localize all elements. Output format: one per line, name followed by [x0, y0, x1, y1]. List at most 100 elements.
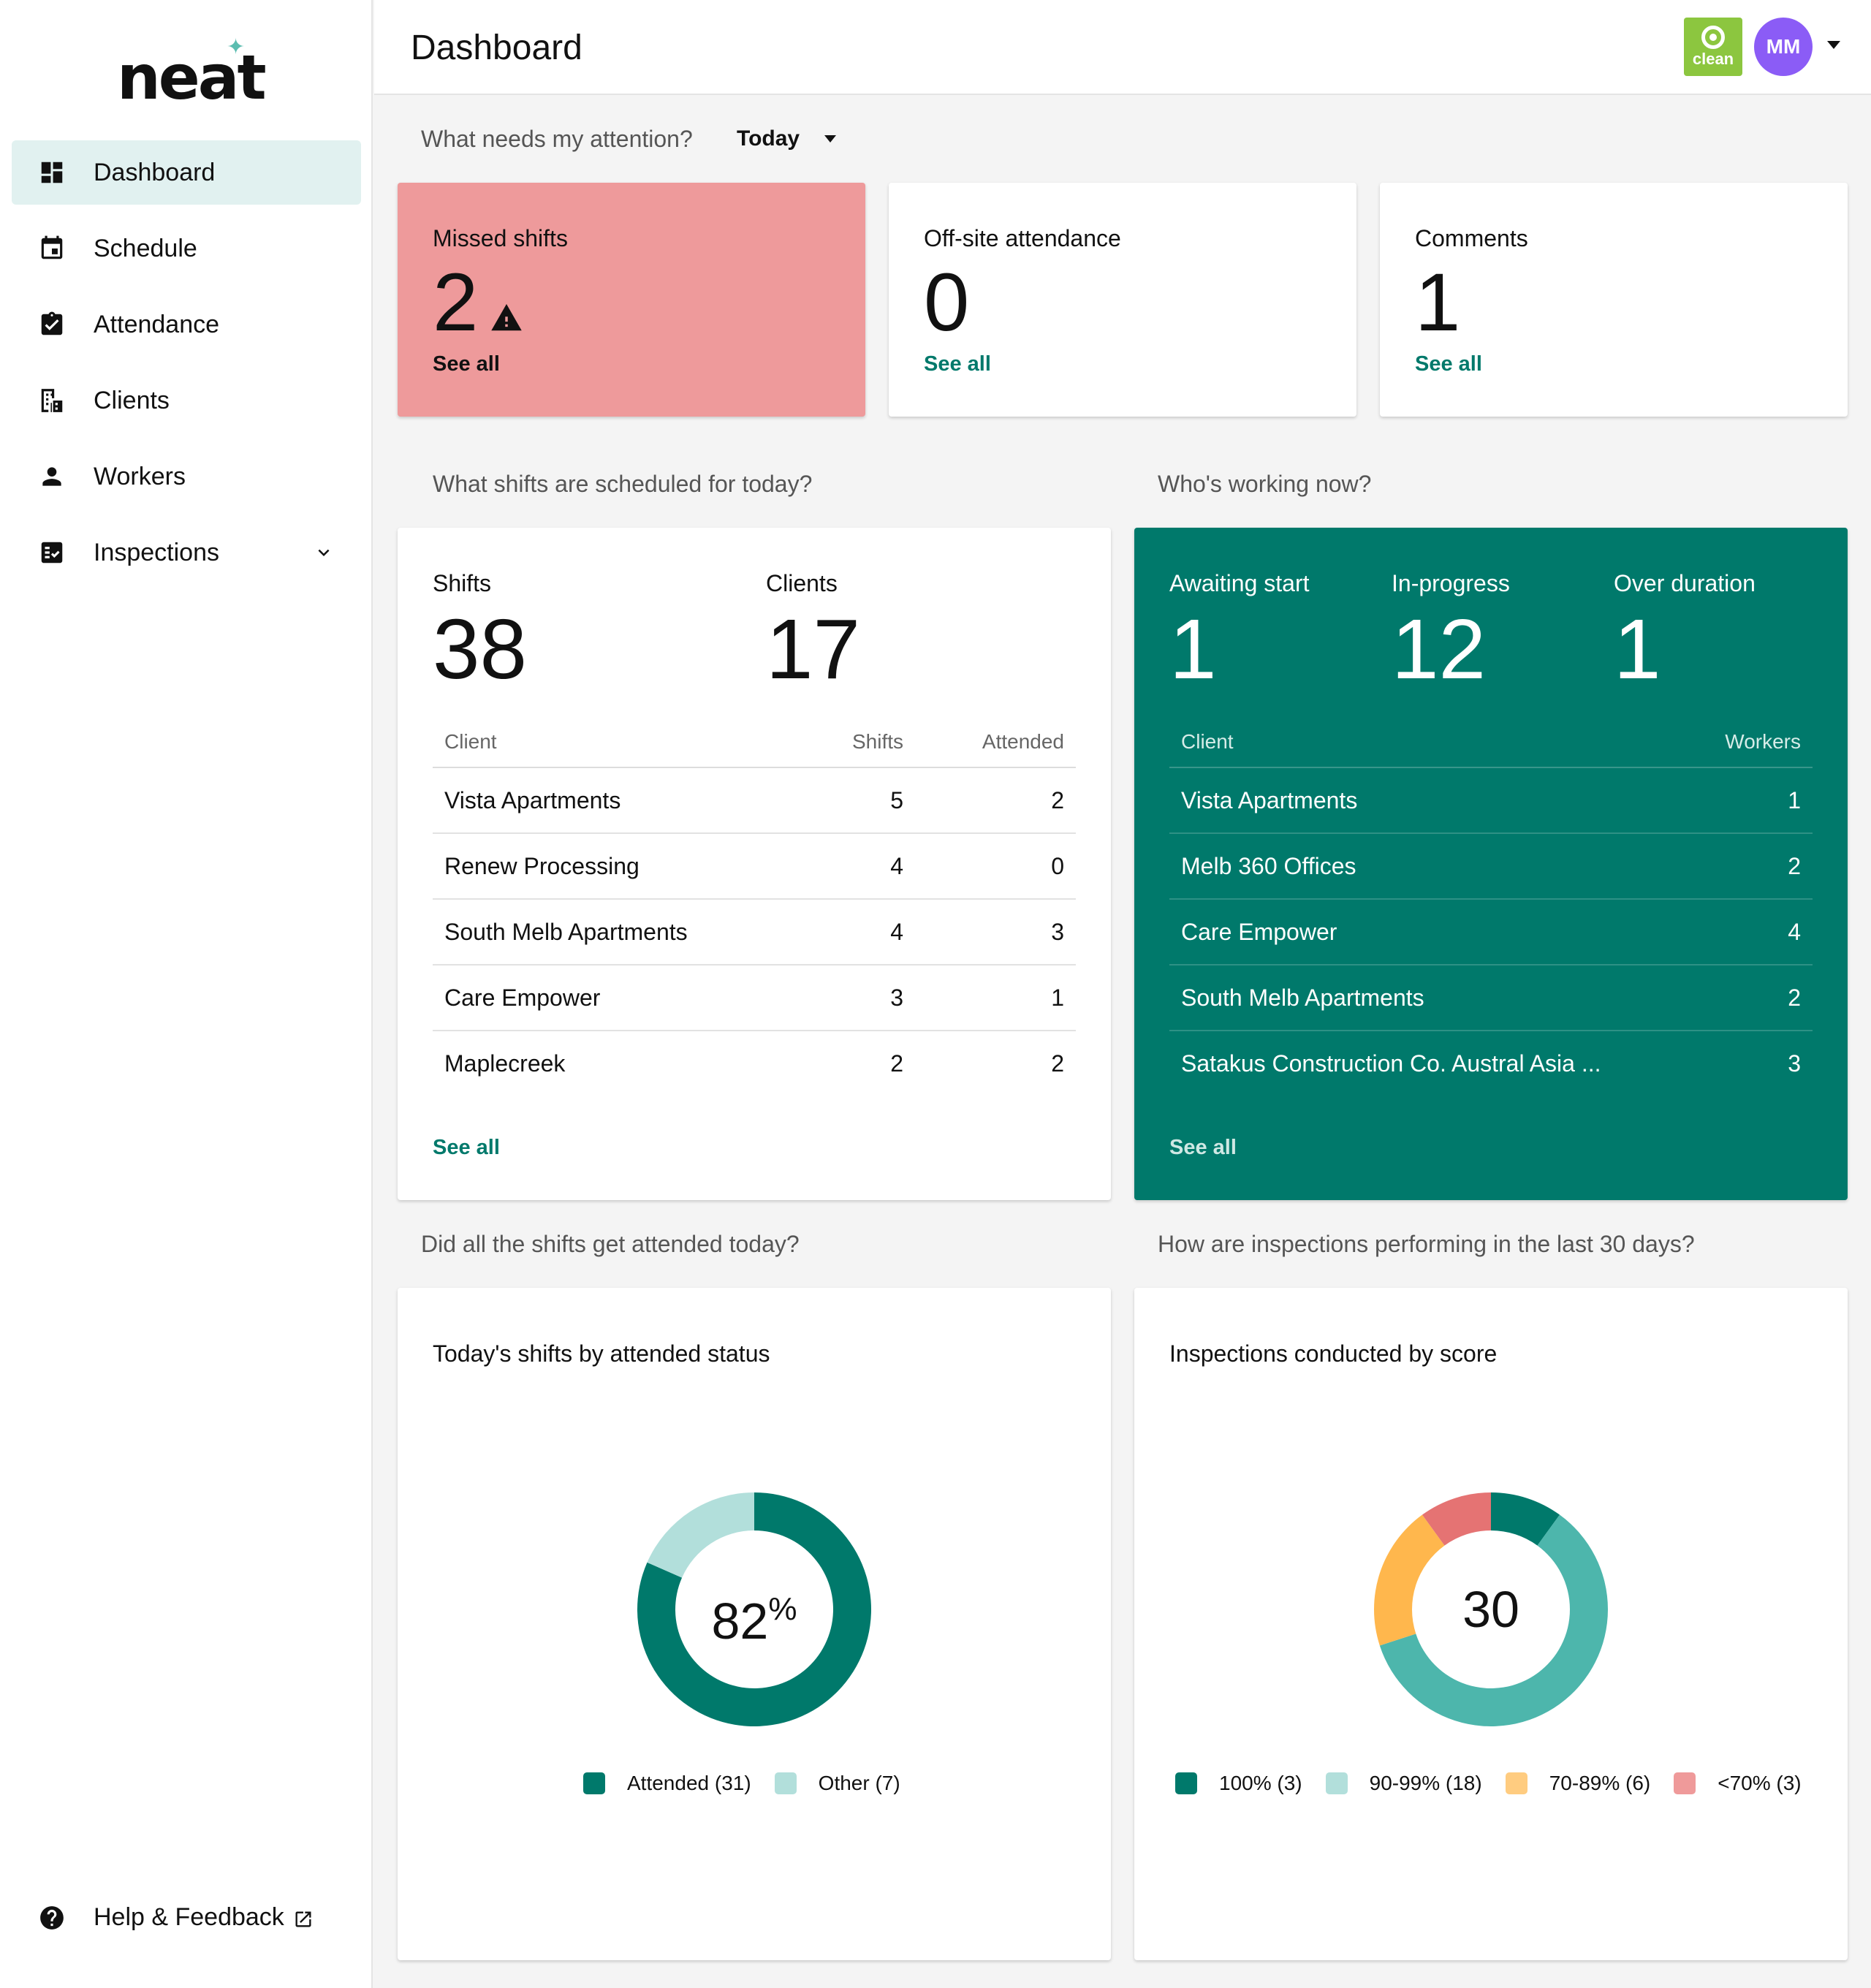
client-cell: Care Empower — [1169, 899, 1666, 965]
card-title: Comments — [1415, 225, 1528, 251]
percent-value: 82 — [711, 1593, 769, 1650]
shifts-cell: 5 — [813, 767, 915, 834]
kpi-label: Awaiting start — [1169, 570, 1310, 596]
neat-logo[interactable]: neat ✦ — [117, 35, 267, 109]
company-logo[interactable]: clean — [1684, 18, 1742, 76]
target-icon — [1701, 26, 1725, 49]
scheduled-shifts-card: Shifts 38 Clients 17 Client Shifts Atten… — [398, 528, 1111, 1200]
sidebar-item-label: Schedule — [94, 234, 197, 262]
legend-item-90-99[interactable]: 90-99% (18) — [1325, 1770, 1482, 1797]
workers-cell: 1 — [1666, 767, 1813, 834]
legend-label: <70% (3) — [1718, 1772, 1802, 1794]
column-header-workers: Workers — [1666, 716, 1813, 768]
date-filter-value: Today — [737, 126, 800, 151]
clients-kpi: Clients 17 — [766, 569, 860, 693]
page-title: Dashboard — [411, 29, 582, 67]
shifts-cell: 4 — [813, 899, 915, 965]
sidebar-item-label: Clients — [94, 386, 170, 414]
legend-item-100[interactable]: 100% (3) — [1175, 1770, 1302, 1797]
inspections-donut-chart — [1374, 1492, 1608, 1726]
attended-cell: 1 — [915, 965, 1076, 1031]
shifts-cell: 2 — [890, 1050, 903, 1077]
donut-slice-100-[interactable] — [1491, 1492, 1560, 1546]
calendar-icon — [38, 235, 66, 262]
legend-item-other[interactable]: Other (7) — [774, 1770, 900, 1797]
date-filter-dropdown[interactable]: Today — [737, 124, 837, 153]
donut-center-value: 30 — [1462, 1581, 1519, 1638]
caret-down-icon[interactable] — [1827, 41, 1840, 49]
sidebar-item-schedule[interactable]: Schedule — [12, 216, 361, 281]
donut-center-value: 82% — [659, 1580, 849, 1650]
legend-swatch — [1175, 1772, 1197, 1794]
in-progress-kpi: In-progress 12 — [1392, 569, 1510, 693]
legend-label: Attended (31) — [627, 1772, 751, 1794]
sidebar-item-workers[interactable]: Workers — [12, 444, 361, 509]
help-feedback-link[interactable]: Help & Feedback — [38, 1903, 314, 1932]
see-all-link[interactable]: See all — [433, 1136, 500, 1159]
person-icon — [38, 463, 66, 490]
table-row[interactable]: Vista Apartments 5 2 — [433, 767, 1076, 834]
workers-cell: 2 — [1666, 965, 1813, 1031]
sidebar-item-inspections[interactable]: Inspections — [12, 520, 361, 585]
see-all-link[interactable]: See all — [1415, 352, 1482, 376]
see-all-link[interactable]: See all — [433, 352, 500, 376]
donut-slice-90-99-[interactable] — [1379, 1514, 1608, 1726]
card-value: 0 — [924, 257, 970, 348]
percent-unit: % — [768, 1591, 797, 1627]
top-bar: Dashboard clean MM — [374, 0, 1871, 95]
sidebar-item-dashboard[interactable]: Dashboard — [12, 140, 361, 205]
legend-swatch — [774, 1772, 797, 1794]
table-header-row: Client Workers — [1169, 716, 1813, 768]
table-row[interactable]: Maplecreek 2 2 — [433, 1031, 1076, 1096]
table-row[interactable]: Vista Apartments 1 — [1169, 767, 1813, 834]
sparkle-icon: ✦ — [227, 35, 246, 59]
external-link-icon — [293, 1908, 314, 1928]
shifts-kpi: Shifts 38 — [433, 569, 527, 693]
column-header-shifts: Shifts — [813, 716, 915, 768]
workers-cell: 4 — [1666, 899, 1813, 965]
card-title: Off-site attendance — [924, 225, 1121, 251]
logo-wordmark: neat — [117, 42, 267, 113]
offsite-attendance-card[interactable]: Off-site attendance 0 See all — [889, 183, 1356, 417]
donut-slice--70-[interactable] — [1422, 1492, 1491, 1546]
donut-slice-70-89-[interactable] — [1374, 1514, 1445, 1646]
help-icon — [38, 1904, 66, 1932]
chart-title: Inspections conducted by score — [1169, 1340, 1498, 1367]
client-cell: Care Empower — [433, 965, 813, 1031]
legend-item-attended[interactable]: Attended (31) — [583, 1770, 751, 1797]
kpi-value: 12 — [1392, 602, 1487, 697]
table-row[interactable]: Melb 360 Offices 2 — [1169, 833, 1813, 900]
client-cell: Maplecreek — [444, 1050, 566, 1077]
scheduled-table: Client Shifts Attended Vista Apartments … — [433, 716, 1076, 1096]
working-question: Who's working now? — [1158, 471, 1372, 497]
shifts-cell: 3 — [813, 965, 915, 1031]
chevron-down-icon[interactable] — [313, 542, 335, 564]
legend-swatch — [1674, 1772, 1696, 1794]
avatar[interactable]: MM — [1754, 18, 1813, 76]
legend-item-70-89[interactable]: 70-89% (6) — [1505, 1770, 1650, 1797]
comments-card[interactable]: Comments 1 See all — [1380, 183, 1848, 417]
table-row[interactable]: Care Empower 3 1 — [433, 965, 1076, 1031]
sidebar-item-clients[interactable]: Clients — [12, 368, 361, 433]
card-title: Missed shifts — [433, 225, 568, 251]
kpi-value: 1 — [1169, 602, 1217, 697]
kpi-label: Over duration — [1614, 570, 1756, 596]
donut-slice-other[interactable] — [647, 1492, 754, 1578]
see-all-link[interactable]: See all — [1169, 1136, 1237, 1159]
donut-slice-attended[interactable] — [637, 1492, 871, 1726]
table-header-row: Client Shifts Attended — [433, 716, 1076, 768]
table-row[interactable]: Renew Processing 4 0 — [433, 833, 1076, 900]
attended-cell: 0 — [915, 833, 1076, 900]
table-row[interactable]: Care Empower 4 — [1169, 899, 1813, 965]
table-row[interactable]: South Melb Apartments 2 — [1169, 965, 1813, 1031]
missed-shifts-card[interactable]: Missed shifts 2 See all — [398, 183, 865, 417]
workers-cell: 2 — [1666, 833, 1813, 900]
legend-item-under-70[interactable]: <70% (3) — [1674, 1770, 1802, 1797]
table-row[interactable]: Satakus Construction Co. Austral Asia ..… — [1169, 1031, 1813, 1096]
client-cell: Vista Apartments — [433, 767, 813, 834]
scheduled-question: What shifts are scheduled for today? — [433, 471, 813, 497]
sidebar-item-attendance[interactable]: Attendance — [12, 292, 361, 357]
table-row[interactable]: South Melb Apartments 4 3 — [433, 899, 1076, 965]
working-table: Client Workers Vista Apartments 1 Melb 3… — [1169, 716, 1813, 1096]
see-all-link[interactable]: See all — [924, 352, 991, 376]
